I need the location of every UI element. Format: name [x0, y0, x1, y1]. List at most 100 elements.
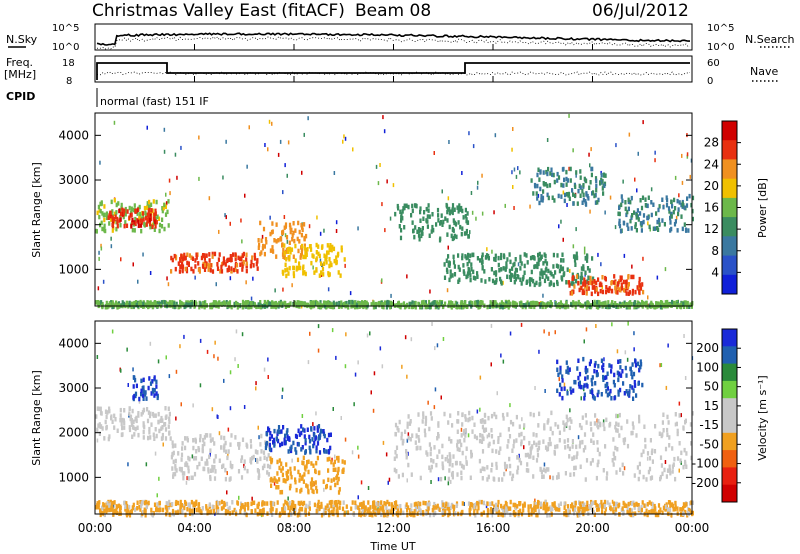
heatmap-cell: [287, 496, 289, 501]
heatmap-cell: [497, 439, 500, 444]
heatmap-cell: [502, 266, 505, 271]
heatmap-cell: [122, 211, 125, 216]
heatmap-cell: [501, 512, 504, 518]
heatmap-cell: [203, 256, 206, 261]
heatmap-cell: [323, 507, 326, 513]
colorbar-segment: [722, 140, 737, 160]
heatmap-cell: [276, 459, 279, 465]
heatmap-cell: [461, 255, 464, 261]
heatmap-cell: [655, 211, 658, 216]
heatmap-cell: [181, 441, 184, 446]
heatmap-cell: [371, 512, 374, 518]
heatmap-cell: [265, 301, 268, 307]
heatmap-cell: [485, 253, 489, 258]
heatmap-cell: [541, 274, 544, 279]
heatmap-cell: [592, 432, 595, 437]
heatmap-cell: [566, 504, 570, 509]
heatmap-cell: [659, 455, 663, 460]
heatmap-cell: [584, 199, 587, 204]
heatmap-cell: [319, 231, 322, 236]
heatmap-cell: [453, 207, 456, 212]
heatmap-cell: [167, 199, 170, 204]
heatmap-cell: [303, 434, 306, 439]
heatmap-cell: [126, 504, 129, 509]
heatmap-cell: [603, 183, 606, 188]
heatmap-cell: [450, 233, 453, 239]
heatmap-cell: [615, 143, 617, 148]
heatmap-cell: [636, 208, 639, 213]
heatmap-cell: [571, 505, 574, 510]
heatmap-cell: [622, 287, 626, 293]
heatmap-cell: [99, 508, 102, 513]
heatmap-cell: [630, 226, 633, 231]
heatmap-cell: [566, 267, 569, 272]
heatmap-cell: [448, 452, 451, 457]
heatmap-cell: [213, 458, 216, 463]
heatmap-cell: [337, 466, 340, 472]
heatmap-cell: [469, 475, 472, 480]
heatmap-cell: [574, 507, 577, 512]
heatmap-cell: [115, 210, 118, 215]
heatmap-cell: [575, 173, 577, 178]
heatmap-cell: [300, 500, 303, 506]
heatmap-cell: [133, 203, 136, 208]
heatmap-cell: [502, 509, 505, 514]
heatmap-cell: [180, 452, 184, 458]
heatmap-cell: [614, 424, 617, 430]
heatmap-cell: [134, 391, 138, 397]
heatmap-cell: [137, 411, 140, 416]
heatmap-cell: [537, 445, 541, 451]
heatmap-cell: [582, 192, 585, 198]
heatmap-cell: [498, 268, 501, 273]
heatmap-cell: [568, 166, 570, 171]
heatmap-cell: [198, 461, 201, 467]
heatmap-cell: [289, 250, 292, 255]
heatmap-cell: [444, 476, 446, 481]
heatmap-cell: [200, 510, 203, 515]
heatmap-cell: [502, 280, 504, 285]
heatmap-cell: [169, 436, 172, 441]
heatmap-cell: [172, 301, 176, 306]
heatmap-cell: [158, 222, 162, 228]
heatmap-cell: [304, 252, 307, 258]
heatmap-cell: [235, 329, 238, 334]
heatmap-cell: [463, 231, 466, 236]
heatmap-cell: [318, 506, 321, 512]
heatmap-cell: [126, 507, 129, 513]
heatmap-cell: [223, 443, 226, 448]
heatmap-cell: [145, 504, 148, 510]
heatmap-cell: [585, 369, 588, 375]
heatmap-cell: [400, 302, 403, 308]
heatmap-cell: [475, 435, 479, 441]
heatmap-cell: [143, 500, 146, 506]
heatmap-cell: [509, 499, 512, 505]
heatmap-cell: [276, 500, 279, 505]
heatmap-cell: [634, 222, 637, 227]
heatmap-cell: [644, 444, 647, 449]
heatmap-cell: [676, 431, 679, 437]
heatmap-cell: [327, 271, 330, 276]
heatmap-cell: [96, 355, 99, 359]
heatmap-cell: [357, 445, 359, 450]
heatmap-cell: [126, 209, 129, 214]
heatmap-cell: [523, 445, 525, 450]
heatmap-cell: [477, 501, 480, 507]
heatmap-cell: [517, 166, 519, 171]
heatmap-cell: [444, 301, 447, 306]
heatmap-cell: [603, 511, 607, 516]
heatmap-cell: [447, 502, 450, 507]
heatmap-cell: [354, 500, 357, 505]
heatmap-cell: [374, 504, 377, 510]
heatmap-cell: [152, 510, 155, 516]
heatmap-cell: [119, 407, 122, 413]
heatmap-cell: [286, 476, 289, 482]
heatmap-cell: [638, 469, 641, 475]
heatmap-cell: [382, 115, 384, 120]
heatmap-cell: [303, 302, 306, 308]
heatmap-cell: [167, 282, 170, 287]
heatmap-cell: [506, 257, 509, 262]
heatmap-cell: [617, 414, 619, 419]
heatmap-cell: [115, 202, 118, 208]
heatmap-cell: [225, 215, 227, 220]
